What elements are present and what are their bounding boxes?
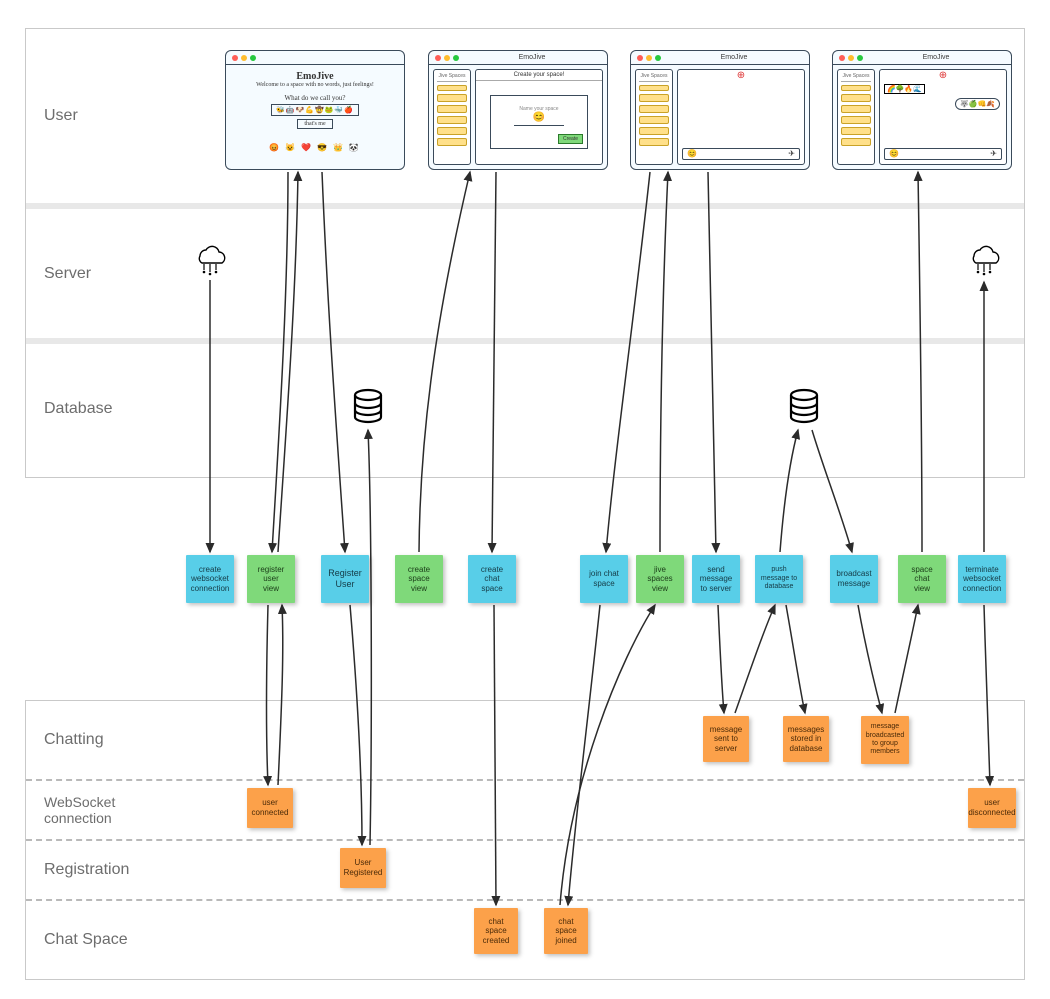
lane-label-server: Server bbox=[26, 265, 166, 283]
win4-mainpane: ⊕ 🌈🌳🔥🌊 🐺🍏👊🍂 😊 ✈ bbox=[879, 69, 1007, 165]
database-icon-left bbox=[350, 388, 386, 428]
win4-sidebar: Jive Spaces bbox=[837, 69, 875, 165]
lane-label-chatting: Chatting bbox=[26, 731, 166, 749]
win2-panel-title: Create your space! bbox=[476, 70, 602, 81]
win3-add-icon: ⊕ bbox=[678, 70, 804, 81]
win3-title: EmoJive bbox=[665, 54, 803, 61]
win4-title: EmoJive bbox=[867, 54, 1005, 61]
win3-sidebar: Jive Spaces bbox=[635, 69, 673, 165]
lane-label-user: User bbox=[26, 107, 166, 125]
mock-window-chat-active: EmoJive Jive Spaces ⊕ 🌈🌳🔥🌊 🐺🍏👊🍂 😊 ✈ bbox=[832, 50, 1012, 170]
win1-prompt: What do we call you? bbox=[232, 94, 398, 102]
note-send-message: send message to server bbox=[692, 555, 740, 603]
note-broadcast-message: broadcast message bbox=[830, 555, 878, 603]
lane-label-chatspace: Chat Space bbox=[26, 931, 166, 949]
win2-title: EmoJive bbox=[463, 54, 601, 61]
lane-label-database: Database bbox=[26, 400, 166, 418]
sidebar-header-3: Jive Spaces bbox=[639, 73, 669, 82]
win1-title: EmoJive bbox=[232, 71, 398, 82]
note-create-ws-conn: create websocket connection bbox=[186, 555, 234, 603]
note-space-chat-view: space chat view bbox=[898, 555, 946, 603]
note-register-user: Register User bbox=[321, 555, 369, 603]
note-join-chat-space: join chat space bbox=[580, 555, 628, 603]
note-msg-broadcast: message broadcasted to group members bbox=[861, 716, 909, 764]
note-user-connected: user connected bbox=[247, 788, 293, 828]
note-create-space-view: create space view bbox=[395, 555, 443, 603]
note-jive-spaces-view: jive spaces view bbox=[636, 555, 684, 603]
win3-mainpane: ⊕ 😊 ✈ bbox=[677, 69, 805, 165]
win2-mainpane: Create your space! Name your space 😊 Cre… bbox=[475, 69, 603, 165]
win1-emoji-row: 😡 😺 ❤️ 😎 👑 🐼 bbox=[232, 143, 398, 152]
diagram-canvas: User Server Database Chatting WebSocket … bbox=[0, 0, 1050, 999]
note-user-disconnected: user disconnected bbox=[968, 788, 1016, 828]
lane-websocket: WebSocket connection bbox=[26, 781, 1024, 841]
note-msg-stored-db: messages stored in database bbox=[783, 716, 829, 762]
win4-add-icon: ⊕ bbox=[880, 70, 1006, 81]
note-push-message-db: push message to database bbox=[755, 555, 803, 603]
win2-sidebar: Jive Spaces bbox=[433, 69, 471, 165]
note-chat-space-joined: chat space joined bbox=[544, 908, 588, 954]
win4-toolbar: 🌈🌳🔥🌊 bbox=[884, 84, 925, 94]
note-terminate-ws-conn: terminate websocket connection bbox=[958, 555, 1006, 603]
lane-server: Server bbox=[26, 209, 1024, 344]
win4-bubble: 🐺🍏👊🍂 bbox=[955, 98, 1000, 110]
database-icon-right bbox=[786, 388, 822, 428]
mock-window-welcome: EmoJive Welcome to a space with no words… bbox=[225, 50, 405, 170]
note-register-user-view: register user view bbox=[247, 555, 295, 603]
win1-emoji-input: 🐝🤖🐶💪🤠🐸🐳🍎 bbox=[271, 104, 359, 116]
note-chat-space-created: chat space created bbox=[474, 908, 518, 954]
mock-window-chat-empty: EmoJive Jive Spaces ⊕ 😊 ✈ bbox=[630, 50, 810, 170]
sidebar-header: Jive Spaces bbox=[437, 73, 467, 82]
cloud-icon-left bbox=[190, 240, 230, 278]
win1-submit: that's me bbox=[297, 119, 332, 129]
lane-label-registration: Registration bbox=[26, 861, 166, 879]
lane-chatspace: Chat Space bbox=[26, 901, 1024, 979]
note-msg-sent-server: message sent to server bbox=[703, 716, 749, 762]
sidebar-header-4: Jive Spaces bbox=[841, 73, 871, 82]
lane-database: Database bbox=[26, 344, 1024, 473]
lane-label-websocket: WebSocket connection bbox=[26, 794, 166, 826]
win1-subtitle: Welcome to a space with no words, just f… bbox=[232, 82, 398, 88]
mock-window-create-space: EmoJive Jive Spaces Create your space! N… bbox=[428, 50, 608, 170]
lane-registration: Registration bbox=[26, 841, 1024, 901]
cloud-icon-right bbox=[964, 240, 1004, 278]
note-create-chat-space: create chat space bbox=[468, 555, 516, 603]
note-user-registered: User Registered bbox=[340, 848, 386, 888]
win2-create-button: Create bbox=[558, 134, 583, 144]
